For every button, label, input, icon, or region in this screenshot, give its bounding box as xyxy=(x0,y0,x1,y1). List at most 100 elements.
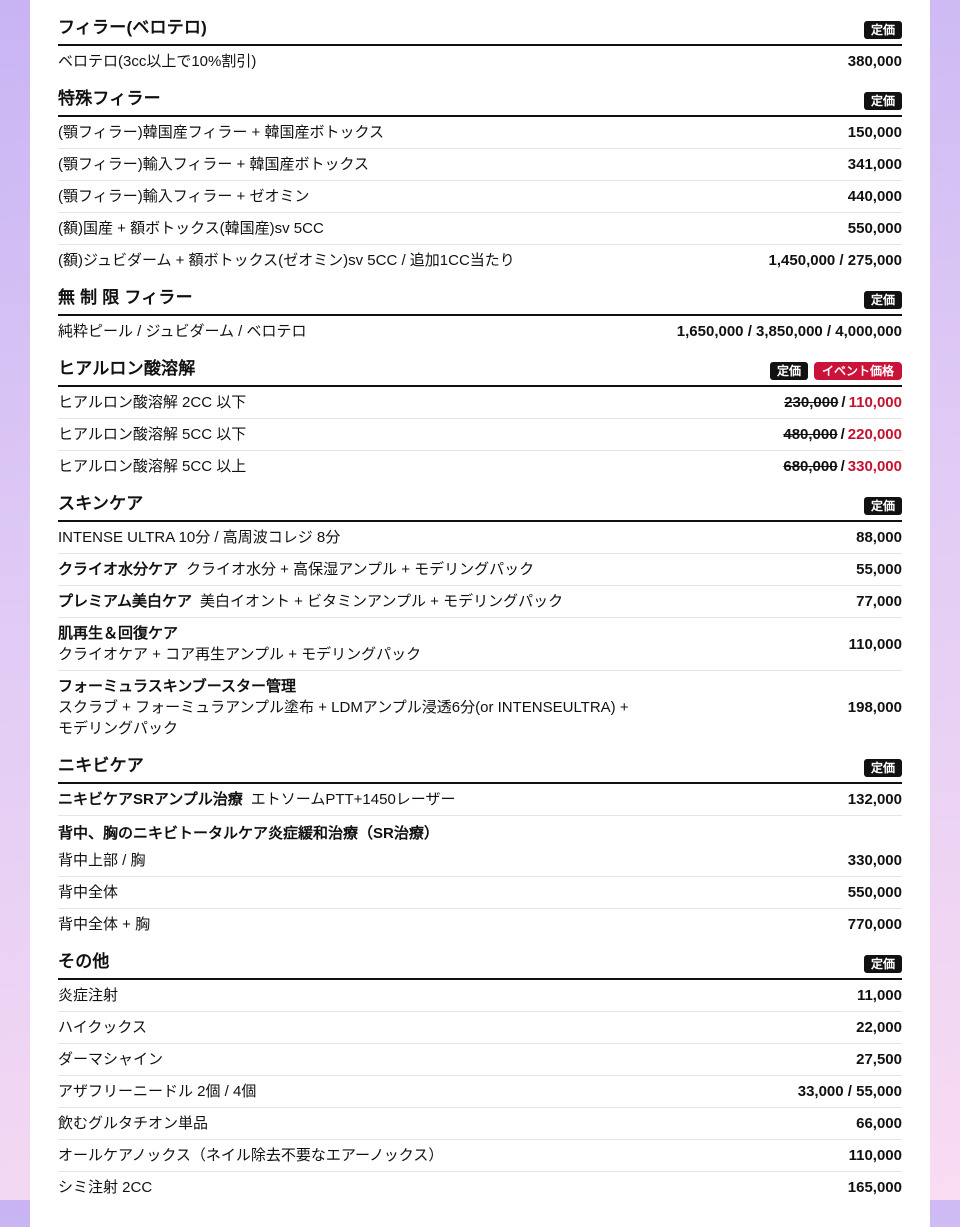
price-value: 1,650,000 / 3,850,000 / 4,000,000 xyxy=(676,323,902,340)
regular-price-strikethrough: 230,000 xyxy=(784,394,839,411)
price-value: 22,000 xyxy=(856,1019,902,1036)
price-row: (額)国産 + 額ボトックス(韓国産)sv 5CC 550,000 xyxy=(58,213,902,245)
price-row: INTENSE ULTRA 10分 / 高周波コレジ 8分 88,000 xyxy=(58,522,902,554)
item-label: INTENSE ULTRA 10分 / 高周波コレジ 8分 xyxy=(58,527,840,548)
regular-price-strikethrough: 480,000 xyxy=(783,426,838,443)
section-title: ヒアルロン酸溶解 xyxy=(58,359,196,378)
price-row: 肌再生＆回復ケア クライオケア + コア再生アンプル + モデリングパック 110,… xyxy=(58,618,902,671)
price-value: 1,450,000 / 275,000 xyxy=(768,252,902,269)
item-text: (額)ジュビダーム + 額ボトックス(ゼオミン)sv 5CC / 追加1CC当た… xyxy=(58,252,515,269)
section-badges: 定価 xyxy=(863,291,902,309)
price-section: ヒアルロン酸溶解 定価 イベント価格 ヒアルロン酸溶解 2CC 以下 230,000/1… xyxy=(58,357,902,482)
item-price: 27,500 xyxy=(856,1049,902,1070)
item-price: 132,000 xyxy=(848,789,902,810)
price-section: 無 制 限 フィラー 定価純粋ピール / ジュビダーム / ベロテロ 1,650,0… xyxy=(58,286,902,347)
price-value: 770,000 xyxy=(847,916,902,933)
price-value: 55,000 xyxy=(856,561,902,578)
item-label: ダーマシャイン xyxy=(58,1049,840,1070)
price-section: フィラー(ベロテロ) 定価 ベロテロ(3cc以上で10%割引) 380,000 xyxy=(58,16,902,77)
section-badges: 定価 イベント価格 xyxy=(769,362,902,380)
section-title: 無 制 限 フィラー xyxy=(58,288,193,307)
item-text: INTENSE ULTRA 10分 / 高周波コレジ 8分 xyxy=(58,529,341,546)
event-price-badge: イベント価格 xyxy=(813,362,902,380)
price-row: (顎フィラー)輸入フィラー + 韓国産ボトックス 341,000 xyxy=(58,149,902,181)
price-value: 341,000 xyxy=(847,156,902,173)
item-price: 22,000 xyxy=(856,1017,902,1038)
item-text: ハイクックス xyxy=(58,1019,147,1036)
item-price: 110,000 xyxy=(849,1145,902,1166)
price-row: ヒアルロン酸溶解 5CC 以上 680,000/330,000 xyxy=(58,451,902,482)
item-price: 150,000 xyxy=(848,122,902,143)
item-text: ベロテロ(3cc以上で10%割引) xyxy=(58,53,257,70)
price-row: オールケアノックス（ネイル除去不要なエアーノックス） 110,000 xyxy=(58,1140,902,1172)
item-label: 肌再生＆回復ケア クライオケア + コア再生アンプル + モデリングパック xyxy=(58,623,833,665)
item-label: 飲むグルタチオン単品 xyxy=(58,1113,840,1134)
item-text: (額)国産 + 額ボトックス(韓国産)sv 5CC xyxy=(58,220,324,237)
price-value: 11,000 xyxy=(856,987,902,1004)
item-price: 165,000 xyxy=(848,1177,902,1198)
item-label: 背中全体 + 胸 xyxy=(58,914,832,935)
item-label: 炎症注射 xyxy=(58,985,841,1006)
item-price: 550,000 xyxy=(848,882,902,903)
item-label: ニキビケアSRアンプル治療 エトソームPTT+1450レーザー xyxy=(58,789,832,810)
section-header: 特殊フィラー 定価 xyxy=(58,87,902,117)
item-label: 背中上部 / 胸 xyxy=(58,850,832,871)
item-text: (顎フィラー)輸入フィラー + 韓国産ボトックス xyxy=(58,156,370,173)
item-text: クライオ水分 + 高保湿アンプル + モデリングパック xyxy=(186,561,535,578)
item-price: 11,000 xyxy=(857,985,902,1006)
item-label: ヒアルロン酸溶解 2CC 以下 xyxy=(58,392,768,413)
list-price-badge: 定価 xyxy=(863,497,902,515)
item-label: 背中全体 xyxy=(58,882,832,903)
item-price: 77,000 xyxy=(856,591,902,612)
price-value: 27,500 xyxy=(856,1051,902,1068)
price-value: 165,000 xyxy=(847,1179,902,1196)
item-label: (顎フィラー)韓国産フィラー + 韓国産ボトックス xyxy=(58,122,832,143)
item-price: 33,000 / 55,000 xyxy=(798,1081,902,1102)
price-separator: / xyxy=(840,426,845,443)
price-section: スキンケア 定価 INTENSE ULTRA 10分 / 高周波コレジ 8分 88,0… xyxy=(58,492,902,744)
item-group-title: 背中、胸のニキビトータルケア炎症緩和治療（SR治療） xyxy=(58,825,439,842)
item-text: 背中上部 / 胸 xyxy=(58,852,146,869)
item-text: 飲むグルタチオン単品 xyxy=(58,1115,209,1132)
price-section: 特殊フィラー 定価 (顎フィラー)韓国産フィラー + 韓国産ボトックス 150,000… xyxy=(58,87,902,276)
price-row: 純粋ピール / ジュビダーム / ベロテロ 1,650,000 / 3,850,0… xyxy=(58,316,902,347)
regular-price-strikethrough: 680,000 xyxy=(783,458,838,475)
item-price: 198,000 xyxy=(848,697,902,718)
price-row: シミ注射 2CC 165,000 xyxy=(58,1172,902,1203)
item-price: 341,000 xyxy=(848,154,902,175)
section-header: 無 制 限 フィラー 定価 xyxy=(58,286,902,316)
list-price-badge: 定価 xyxy=(863,759,902,777)
event-price-value: 220,000 xyxy=(847,426,902,443)
item-price: 1,450,000 / 275,000 xyxy=(769,250,902,271)
section-header: スキンケア 定価 xyxy=(58,492,902,522)
item-description: モデリングパック xyxy=(58,720,179,737)
item-label: (額)国産 + 額ボトックス(韓国産)sv 5CC xyxy=(58,218,832,239)
price-value: 33,000 / 55,000 xyxy=(797,1083,902,1100)
item-text: オールケアノックス（ネイル除去不要なエアーノックス） xyxy=(58,1147,444,1164)
item-label: クライオ水分ケア クライオ水分 + 高保湿アンプル + モデリングパック xyxy=(58,559,840,580)
section-header: その他 定価 xyxy=(58,950,902,980)
item-text: 炎症注射 xyxy=(58,987,119,1004)
item-text: (顎フィラー)輸入フィラー + ゼオミン xyxy=(58,188,310,205)
item-label: (額)ジュビダーム + 額ボトックス(ゼオミン)sv 5CC / 追加1CC当た… xyxy=(58,250,753,271)
item-price: 110,000 xyxy=(849,634,902,655)
item-price: 380,000 xyxy=(848,51,902,72)
item-label: ベロテロ(3cc以上で10%割引) xyxy=(58,51,832,72)
item-price: 550,000 xyxy=(848,218,902,239)
section-badges: 定価 xyxy=(863,759,902,777)
event-price-value: 110,000 xyxy=(848,394,902,411)
price-value: 110,000 xyxy=(848,1147,902,1164)
list-price-badge: 定価 xyxy=(769,362,808,380)
list-price-badge: 定価 xyxy=(863,955,902,973)
item-price: 480,000/220,000 xyxy=(783,424,902,445)
price-row: ハイクックス 22,000 xyxy=(58,1012,902,1044)
price-row: ヒアルロン酸溶解 5CC 以下 480,000/220,000 xyxy=(58,419,902,451)
price-row: 飲むグルタチオン単品 66,000 xyxy=(58,1108,902,1140)
price-row: ヒアルロン酸溶解 2CC 以下 230,000/110,000 xyxy=(58,387,902,419)
price-row: プレミアム美白ケア 美白イオント + ビタミンアンプル + モデリングパック 77,… xyxy=(58,586,902,618)
price-row: アザフリーニードル 2個 / 4個 33,000 / 55,000 xyxy=(58,1076,902,1108)
item-text: ダーマシャイン xyxy=(58,1051,164,1068)
section-badges: 定価 xyxy=(863,497,902,515)
item-label: フォーミュラスキンブースター管理 スクラブ + フォーミュラアンプル塗布 + LD… xyxy=(58,676,832,739)
price-row: ベロテロ(3cc以上で10%割引) 380,000 xyxy=(58,46,902,77)
